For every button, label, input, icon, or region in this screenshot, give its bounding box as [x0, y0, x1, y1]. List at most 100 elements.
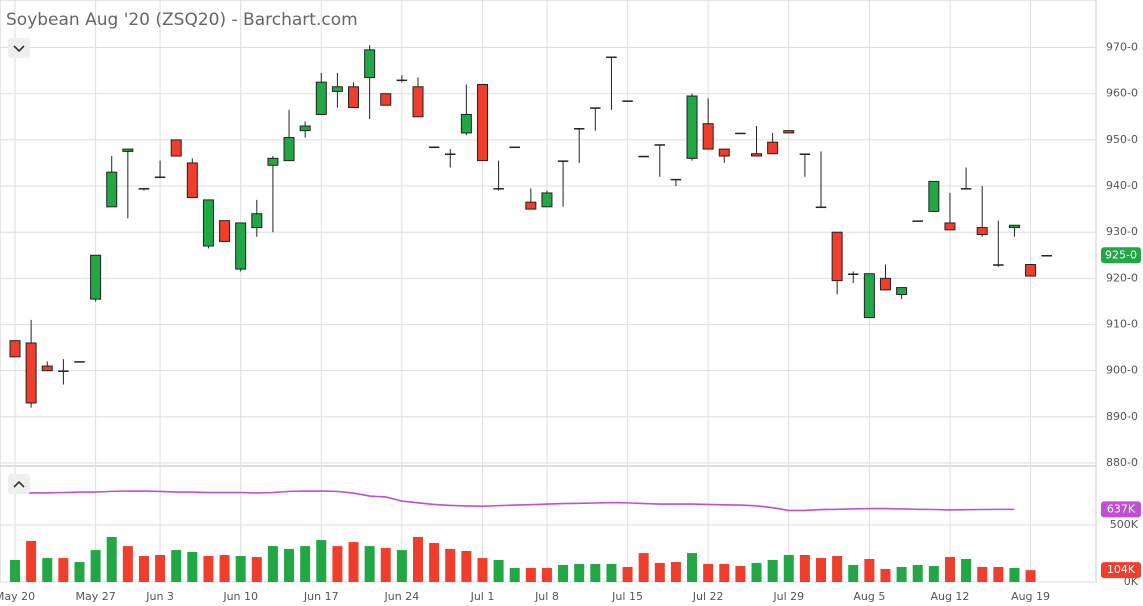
volume-bar: [155, 554, 166, 582]
candle-body: [476, 83, 488, 162]
volume-bar: [977, 566, 988, 582]
candle-body: [444, 153, 456, 155]
candle-body: [348, 86, 360, 109]
volume-bar: [638, 553, 649, 582]
x-tick-label: Jun 10: [222, 590, 258, 603]
volume-bar: [606, 563, 617, 582]
volume-bar: [880, 569, 891, 582]
candle-body: [186, 162, 198, 199]
volume-bar: [767, 559, 778, 582]
candle-body: [202, 199, 214, 247]
x-tick-label: May 27: [75, 590, 115, 603]
candle-body: [396, 79, 408, 82]
x-tick-label: Jul 22: [692, 590, 724, 603]
y-tick-label: 940-0: [1106, 179, 1138, 192]
candle-body: [509, 146, 520, 149]
volume-bar: [993, 566, 1004, 582]
candle-body: [638, 155, 649, 158]
candle-body: [299, 125, 311, 132]
volume-bar: [590, 563, 601, 582]
candle-body: [90, 254, 102, 300]
y-tick-label: 960-0: [1106, 87, 1138, 100]
x-tick-label: Aug 19: [1011, 590, 1050, 603]
volume-bar: [332, 546, 343, 582]
candle-body: [702, 123, 714, 150]
volume-bar: [26, 540, 37, 582]
candle-body: [912, 220, 923, 222]
candle-body: [815, 206, 827, 209]
candle-body: [928, 180, 940, 212]
y-tick-label: 900-0: [1106, 364, 1138, 377]
volume-bar: [912, 565, 923, 582]
x-tick-label: Aug 12: [930, 590, 969, 603]
volume-bar: [525, 567, 536, 582]
volume-bar: [42, 558, 53, 582]
y-tick-label: 880-0: [1106, 456, 1138, 469]
volume-bar: [816, 558, 826, 582]
plot-frame: [0, 0, 1097, 583]
candle-body: [863, 273, 875, 319]
candle-body: [799, 153, 811, 155]
candle-body: [960, 188, 972, 190]
marks: [9, 45, 1052, 582]
volume-bar: [832, 556, 843, 582]
y-tick-label: 500K: [1110, 518, 1139, 531]
candle-body: [331, 86, 343, 92]
volume-bar: [574, 563, 585, 582]
volume-bar: [558, 565, 569, 582]
oi-label-box: [1101, 501, 1141, 518]
y-tick-label: 890-0: [1106, 410, 1138, 423]
volume-bar: [187, 552, 198, 582]
volume-label-box: [1101, 562, 1141, 579]
candle-body: [315, 81, 327, 115]
candle-body: [767, 141, 779, 155]
volume-bar: [1009, 567, 1020, 582]
candle-body: [1025, 264, 1037, 277]
candle-body: [944, 222, 956, 231]
candle-body: [122, 148, 134, 152]
x-tick-label: Jun 3: [145, 590, 174, 603]
x-tick-label: Jun 24: [384, 590, 420, 603]
candle-body: [654, 144, 666, 146]
volume-bar: [735, 566, 746, 582]
y-tick-label: 950-0: [1106, 133, 1138, 146]
candle-body: [573, 128, 585, 130]
candle-body: [170, 139, 182, 157]
volume-bar: [622, 566, 633, 582]
candle-body: [606, 56, 617, 59]
volume-bar: [106, 536, 117, 582]
candle-body: [74, 361, 85, 363]
collapse-button[interactable]: [8, 38, 30, 58]
volume-bar: [654, 562, 665, 582]
volume-bar: [896, 566, 907, 582]
volume-bar: [944, 557, 955, 582]
volume-bar: [203, 556, 214, 582]
candle-body: [460, 113, 472, 134]
volume-bar: [799, 554, 810, 582]
y-tick-label: 970-0: [1106, 41, 1138, 54]
volume-bar: [783, 554, 794, 582]
y-tick-label: 910-0: [1106, 318, 1138, 331]
volume-bar: [364, 546, 375, 582]
candle-body: [58, 370, 69, 372]
volume-bar: [445, 548, 456, 582]
volume-bar: [1025, 570, 1036, 582]
x-tick-label: Jul 29: [772, 590, 804, 603]
volume-bar: [58, 558, 69, 582]
expand-button[interactable]: [8, 474, 30, 494]
candle-body: [267, 157, 279, 166]
y-tick-label: 0K: [1124, 575, 1139, 588]
volume-bar: [90, 550, 101, 582]
volume-bar: [10, 559, 20, 582]
volume-bar: [961, 558, 972, 582]
candle-body: [41, 365, 53, 372]
x-tick-label: Jul 15: [611, 590, 643, 603]
candle-body: [976, 227, 988, 236]
volume-bar: [380, 548, 391, 582]
volume-bar: [461, 550, 472, 582]
x-tick-label: Jul 8: [534, 590, 559, 603]
volume-bar: [300, 546, 311, 582]
volume-bar: [928, 566, 939, 582]
volume-bar: [251, 557, 262, 582]
